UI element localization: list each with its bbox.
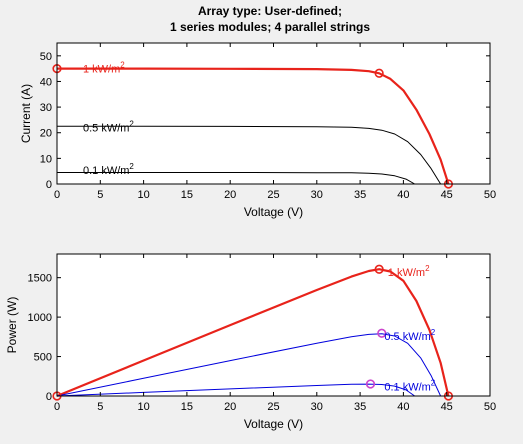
pv-marker-3 xyxy=(377,328,387,338)
pv-xtick-label-7: 35 xyxy=(354,401,366,413)
pv-xtick-label-3: 15 xyxy=(181,401,193,413)
pv-xtick-label-4: 20 xyxy=(224,401,236,413)
iv-xtick-label-6: 30 xyxy=(311,189,323,201)
pv-xtick-label-5: 25 xyxy=(267,401,279,413)
iv-ytick-label-2: 20 xyxy=(40,128,52,140)
iv-series-line-0 xyxy=(57,67,450,185)
iv-ytick-label-1: 10 xyxy=(40,153,52,165)
pv-marker-1 xyxy=(374,264,384,274)
pv-ytick-label-0: 0 xyxy=(46,391,52,403)
iv-xtick-label-7: 35 xyxy=(354,189,366,201)
pv-ytick-label-1: 500 xyxy=(34,352,52,364)
pv-series-label-2: 0.1 kW/m2 xyxy=(384,379,435,394)
pv-series-label-0: 1 kW/m2 xyxy=(388,264,430,279)
iv-xtick-label-2: 10 xyxy=(137,189,149,201)
iv-marker-1 xyxy=(374,68,384,78)
iv-series-label-2: 0.1 kW/m2 xyxy=(83,162,134,177)
pv-series-line-1 xyxy=(56,333,442,397)
iv-ylabel: Current (A) xyxy=(19,84,33,143)
pv-series-label-1: 0.5 kW/m2 xyxy=(384,328,435,343)
figure-title-line2: 1 series modules; 4 parallel strings xyxy=(170,20,370,34)
iv-chart: 1 kW/m2 0.5 kW/m2 0.1 kW/m2 0 5 10 15 20 25 30 35 4… xyxy=(19,42,496,219)
pv-xtick-label-9: 45 xyxy=(441,401,453,413)
pv-xtick-label-8: 40 xyxy=(397,401,409,413)
pv-xtick-label-1: 5 xyxy=(97,401,103,413)
iv-xtick-label-4: 20 xyxy=(224,189,236,201)
pv-series-line-2 xyxy=(56,383,415,397)
pv-xtick-label-6: 30 xyxy=(311,401,323,413)
iv-xtick-label-9: 45 xyxy=(441,189,453,201)
pv-ylabel: Power (W) xyxy=(5,297,19,354)
iv-series-label-0: 1 kW/m2 xyxy=(83,61,125,76)
iv-xtick-label-0: 0 xyxy=(54,189,60,201)
iv-xtick-label-3: 15 xyxy=(181,189,193,201)
figure-title-line1: Array type: User-defined; xyxy=(198,4,342,18)
iv-ytick-label-0: 0 xyxy=(46,179,52,191)
pv-xtick-label-0: 0 xyxy=(54,401,60,413)
iv-xtick-label-8: 40 xyxy=(397,189,409,201)
pv-xlabel: Voltage (V) xyxy=(244,417,303,431)
iv-series-line-2 xyxy=(57,172,415,185)
iv-xtick-label-10: 50 xyxy=(484,189,496,201)
iv-ytick-label-5: 50 xyxy=(40,51,52,63)
pv-chart: 1 kW/m2 0.5 kW/m2 0.1 kW/m2 0 5 10 15 20 25 30 35 4… xyxy=(5,253,496,431)
iv-series-line-1 xyxy=(57,125,442,185)
iv-xtick-label-1: 5 xyxy=(97,189,103,201)
iv-ytick-label-3: 30 xyxy=(40,102,52,114)
iv-ytick-label-4: 40 xyxy=(40,76,52,88)
pv-marker-4 xyxy=(365,379,376,389)
iv-xlabel: Voltage (V) xyxy=(244,205,303,219)
iv-xtick-label-5: 25 xyxy=(267,189,279,201)
pv-ytick-label-3: 1500 xyxy=(28,273,52,285)
pv-series-line-0 xyxy=(56,268,450,398)
pv-xtick-label-2: 10 xyxy=(137,401,149,413)
pv-plot-area xyxy=(57,254,490,396)
pv-ytick-label-2: 1000 xyxy=(28,312,52,324)
iv-series-label-1: 0.5 kW/m2 xyxy=(83,120,134,135)
pv-xtick-label-10: 50 xyxy=(484,401,496,413)
